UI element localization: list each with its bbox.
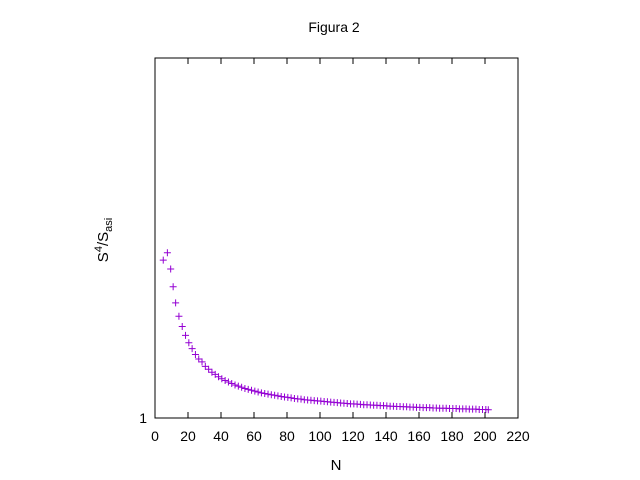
data-point [172,299,180,307]
data-point [248,386,256,394]
data-point [221,377,229,385]
data-point [191,351,199,359]
data-point [277,392,285,400]
x-tick-label: 0 [151,428,159,444]
x-tick-label: 100 [308,428,332,444]
data-point [167,265,175,273]
y-tick-label: 1 [139,410,147,426]
data-point [244,385,252,393]
y-axis-ticks: 1 [139,410,147,426]
data-point [241,384,249,392]
data-point [267,391,275,399]
data-point [257,389,265,397]
data-point [297,395,305,403]
x-tick-label: 140 [374,428,398,444]
x-tick-label: 120 [341,428,365,444]
data-point [188,345,196,353]
data-point [228,379,236,387]
y-axis-label-sub: asi [103,218,115,232]
data-point [198,358,206,366]
data-point [218,375,226,383]
data-point [234,382,242,390]
data-point [231,381,239,389]
data-point [201,362,209,370]
data-point [264,390,272,398]
data-point [178,323,186,331]
data-point [284,393,292,401]
data-point [254,388,262,396]
x-tick-label: 60 [246,428,262,444]
x-tick-label: 220 [506,428,530,444]
y-axis-label-sup: 4 [93,246,105,252]
x-tick-label: 20 [180,428,196,444]
data-point [287,394,295,402]
data-point [224,378,232,386]
x-tick-label: 40 [213,428,229,444]
data-points [159,249,492,414]
x-axis-label: N [331,457,342,474]
x-tick-label: 80 [279,428,295,444]
chart-title: Figura 2 [308,19,360,35]
x-tick-label: 180 [440,428,464,444]
plot-frame [154,57,519,419]
data-point [251,387,259,395]
data-point [163,249,171,257]
data-point [185,339,193,347]
x-tick-label: 160 [407,428,431,444]
data-point [238,383,246,391]
data-point [484,406,492,414]
data-point [261,390,269,398]
y-axis-label: S4/Sasi [93,218,115,262]
data-point [271,391,279,399]
y-axis-label-sep: /S [95,232,112,246]
data-point [195,355,203,363]
data-point [169,283,177,291]
x-tick-label: 200 [473,428,497,444]
data-point [182,331,190,339]
x-axis-ticks: 0 20 40 60 80 100 120 140 160 180 200 220 [151,58,530,444]
y-axis-label-base: S [95,252,112,262]
data-point [175,312,183,320]
data-point [159,256,167,264]
data-point [274,392,282,400]
data-point [205,365,213,373]
